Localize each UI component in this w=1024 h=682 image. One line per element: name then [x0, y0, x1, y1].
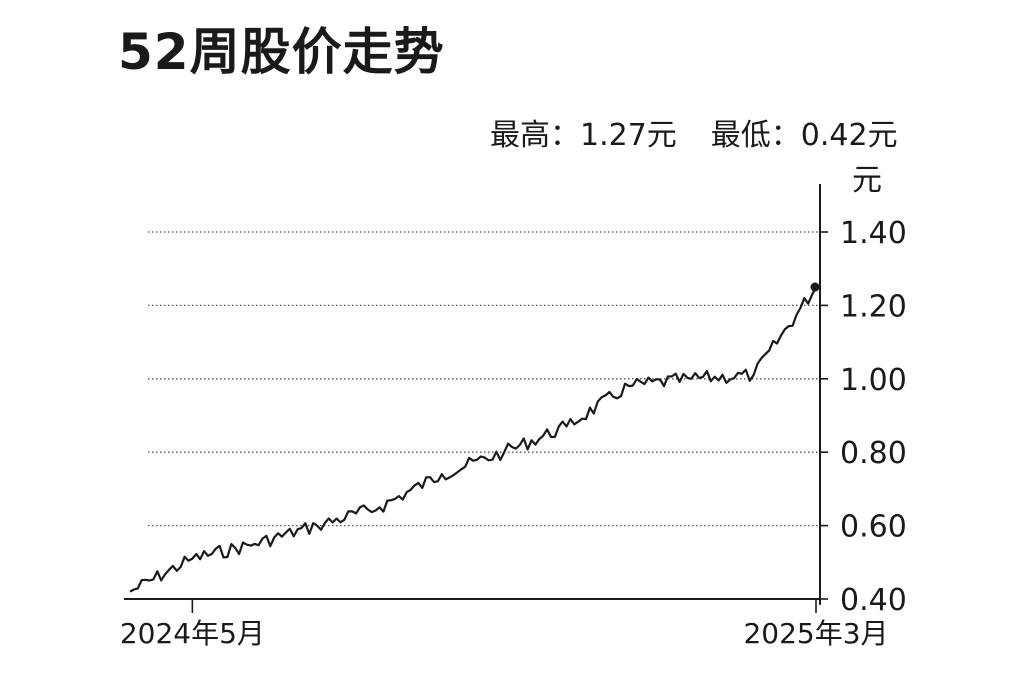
chart-title: 52周股价走势: [118, 23, 445, 81]
low-price: 最低：0.42元: [710, 118, 898, 153]
y-tick-label: 1.20: [840, 289, 907, 324]
y-tick-label: 1.00: [840, 363, 907, 398]
price-line: [129, 286, 817, 593]
y-tick-label: 0.40: [840, 583, 907, 618]
y-axis-ticks: 1.40 1.20 1.00 0.80 0.60 0.40: [820, 216, 907, 618]
price-stats: 最高：1.27元 最低：0.42元: [490, 110, 898, 154]
y-tick-label: 1.40: [840, 216, 907, 251]
latest-price-point: [810, 282, 820, 292]
y-tick-label: 0.80: [840, 436, 907, 471]
x-tick-label: 2024年5月: [120, 617, 265, 650]
y-tick-label: 0.60: [840, 510, 907, 545]
x-tick-label: 2025年3月: [743, 617, 888, 650]
x-axis-ticks: 2024年5月 2025年3月: [120, 599, 889, 650]
y-axis-unit: 元: [852, 163, 882, 198]
grid-lines: [148, 231, 820, 527]
high-price: 最高：1.27元: [490, 118, 677, 153]
